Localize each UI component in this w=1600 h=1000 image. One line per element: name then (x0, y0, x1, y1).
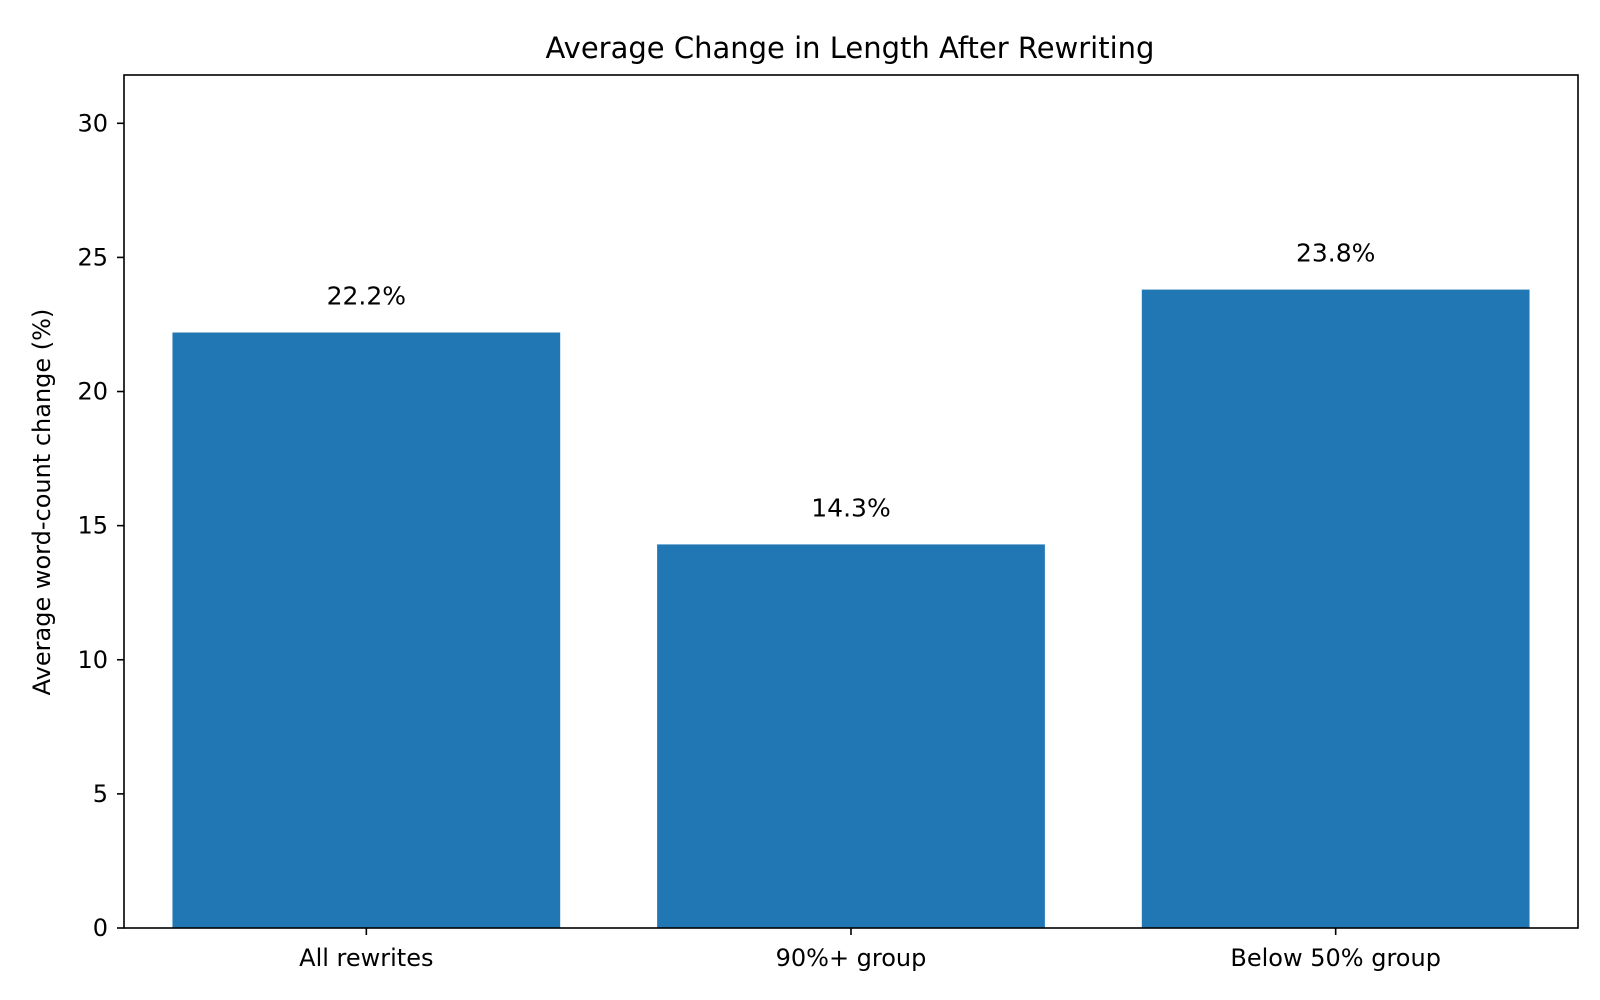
bar-value-label: 14.3% (811, 493, 890, 522)
y-axis-ticks: 0 5 10 15 20 25 30 (77, 109, 124, 942)
y-tick-label: 10 (77, 646, 108, 674)
x-axis-ticks: All rewrites 90%+ group Below 50% group (299, 928, 1441, 972)
y-axis-label: Average word-count change (%) (28, 309, 56, 696)
y-tick-label: 5 (93, 780, 108, 808)
bar-value-label: 23.8% (1296, 239, 1375, 268)
bars-group (172, 289, 1530, 929)
bar-value-label: 22.2% (327, 282, 406, 311)
bar (657, 544, 1045, 928)
plot-area-frame (123, 74, 1579, 929)
x-tick-label: Below 50% group (1230, 944, 1441, 972)
y-tick-label: 30 (77, 109, 108, 137)
y-tick-label: 20 (77, 378, 108, 406)
y-tick-label: 15 (77, 512, 108, 540)
data-labels-group: 22.2% 14.3% 23.8% (327, 239, 1376, 523)
bar (172, 332, 561, 929)
chart-title: Average Change in Length After Rewriting (546, 31, 1155, 65)
y-tick-label: 25 (77, 243, 108, 271)
bar (1141, 289, 1530, 928)
x-tick-label: All rewrites (299, 944, 433, 972)
y-tick-label: 0 (93, 914, 108, 942)
x-tick-label: 90%+ group (776, 944, 927, 972)
